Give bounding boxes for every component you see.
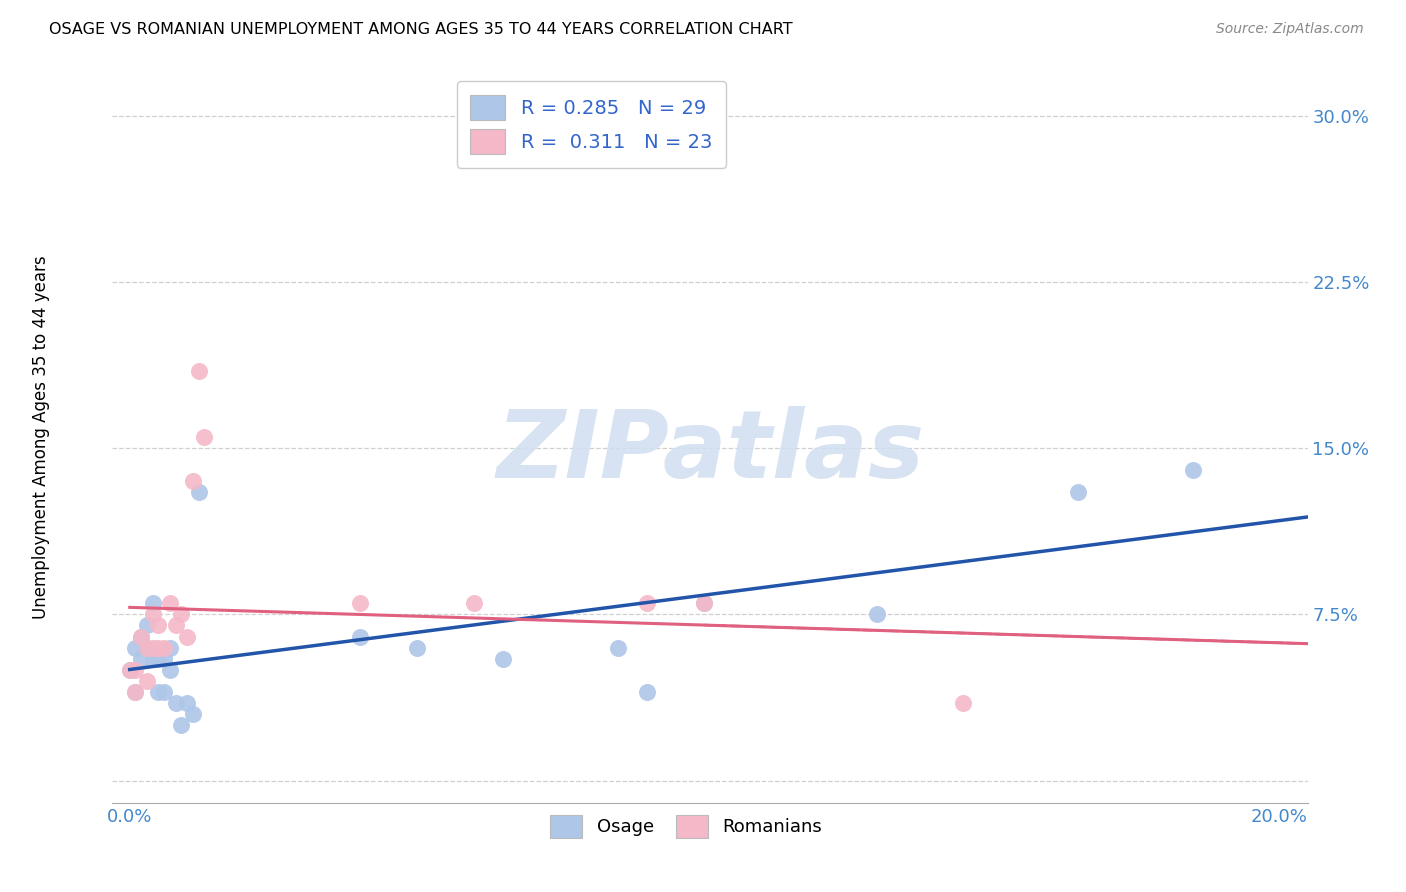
Point: [159, 640, 181, 655]
Point: [153, 651, 176, 665]
Point: [349, 630, 371, 644]
Point: [176, 696, 198, 710]
Point: [159, 663, 181, 677]
Point: [165, 618, 187, 632]
Point: [187, 363, 209, 377]
Point: [153, 685, 176, 699]
Point: [148, 651, 170, 665]
Text: ZIPatlas: ZIPatlas: [496, 406, 924, 498]
Point: [170, 607, 193, 622]
Point: [693, 596, 716, 610]
Point: [193, 430, 215, 444]
Point: [148, 618, 170, 632]
Point: [165, 696, 187, 710]
Point: [181, 475, 204, 489]
Point: [118, 663, 141, 677]
Text: Source: ZipAtlas.com: Source: ZipAtlas.com: [1216, 22, 1364, 37]
Point: [463, 596, 485, 610]
Point: [153, 640, 176, 655]
Point: [349, 596, 371, 610]
Point: [492, 651, 515, 665]
Point: [866, 607, 889, 622]
Point: [136, 673, 159, 688]
Point: [142, 651, 165, 665]
Point: [142, 596, 165, 610]
Point: [1181, 463, 1204, 477]
Point: [1067, 485, 1090, 500]
Point: [124, 640, 146, 655]
Point: [124, 685, 146, 699]
Point: [129, 651, 152, 665]
Point: [136, 640, 159, 655]
Point: [159, 596, 181, 610]
Point: [693, 596, 716, 610]
Point: [118, 663, 141, 677]
Point: [129, 630, 152, 644]
Legend: Osage, Romanians: Osage, Romanians: [543, 807, 830, 845]
Point: [148, 685, 170, 699]
Point: [142, 607, 165, 622]
Point: [952, 696, 974, 710]
Point: [636, 596, 658, 610]
Point: [607, 640, 630, 655]
Point: [181, 707, 204, 722]
Point: [129, 630, 152, 644]
Point: [170, 718, 193, 732]
Point: [142, 640, 165, 655]
Point: [636, 685, 658, 699]
Point: [187, 485, 209, 500]
Point: [176, 630, 198, 644]
Text: Unemployment Among Ages 35 to 44 years: Unemployment Among Ages 35 to 44 years: [32, 255, 49, 619]
Point: [148, 640, 170, 655]
Point: [124, 685, 146, 699]
Point: [406, 640, 429, 655]
Point: [136, 618, 159, 632]
Text: OSAGE VS ROMANIAN UNEMPLOYMENT AMONG AGES 35 TO 44 YEARS CORRELATION CHART: OSAGE VS ROMANIAN UNEMPLOYMENT AMONG AGE…: [49, 22, 793, 37]
Point: [136, 640, 159, 655]
Point: [124, 663, 146, 677]
